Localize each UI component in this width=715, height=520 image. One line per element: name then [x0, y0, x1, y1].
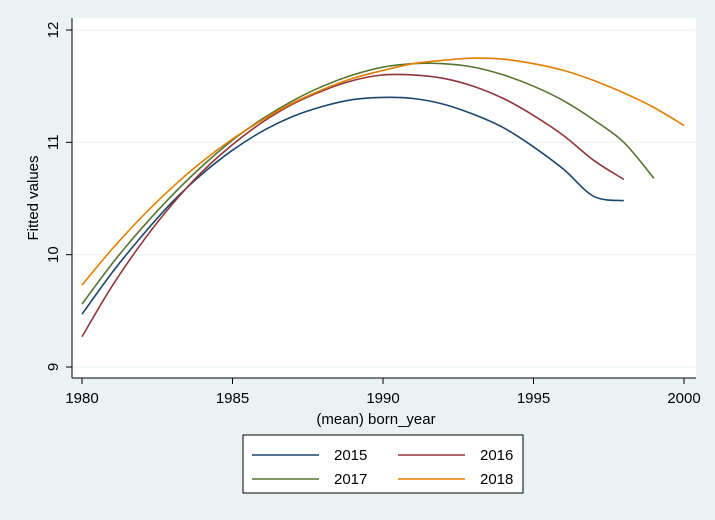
- y-axis-ticks: 9 10 11 12: [45, 22, 72, 371]
- plot-region: [72, 18, 696, 378]
- x-tick-label: 1990: [366, 390, 399, 407]
- x-axis-title: (mean) born_year: [316, 411, 435, 428]
- x-tick-label: 1985: [216, 390, 249, 407]
- legend-box: [242, 434, 524, 494]
- legend-label-2017: 2017: [334, 471, 367, 488]
- series-line-2016: [81, 73, 625, 338]
- legend-label-2016: 2016: [480, 447, 513, 464]
- legend-label-2015: 2015: [334, 447, 367, 464]
- series-line-2018: [81, 57, 685, 286]
- y-tick-label: 10: [45, 246, 62, 263]
- x-tick-label: 1980: [65, 390, 98, 407]
- series-layer: [81, 57, 685, 338]
- x-axis-ticks: 1980 1985 1990 1995 2000: [65, 378, 701, 407]
- legend: 2015 2016 2017 2018: [242, 434, 524, 494]
- grid-lines: [73, 29, 695, 368]
- x-tick-label: 1995: [517, 390, 550, 407]
- y-tick-label: 12: [45, 22, 62, 39]
- y-axis-title: Fitted values: [25, 155, 42, 240]
- legend-label-2018: 2018: [480, 471, 513, 488]
- x-tick-label: 2000: [667, 390, 700, 407]
- y-tick-label: 9: [45, 363, 62, 371]
- series-line-2015: [81, 96, 624, 315]
- series-line-2017: [81, 62, 655, 305]
- y-tick-label: 11: [45, 135, 62, 151]
